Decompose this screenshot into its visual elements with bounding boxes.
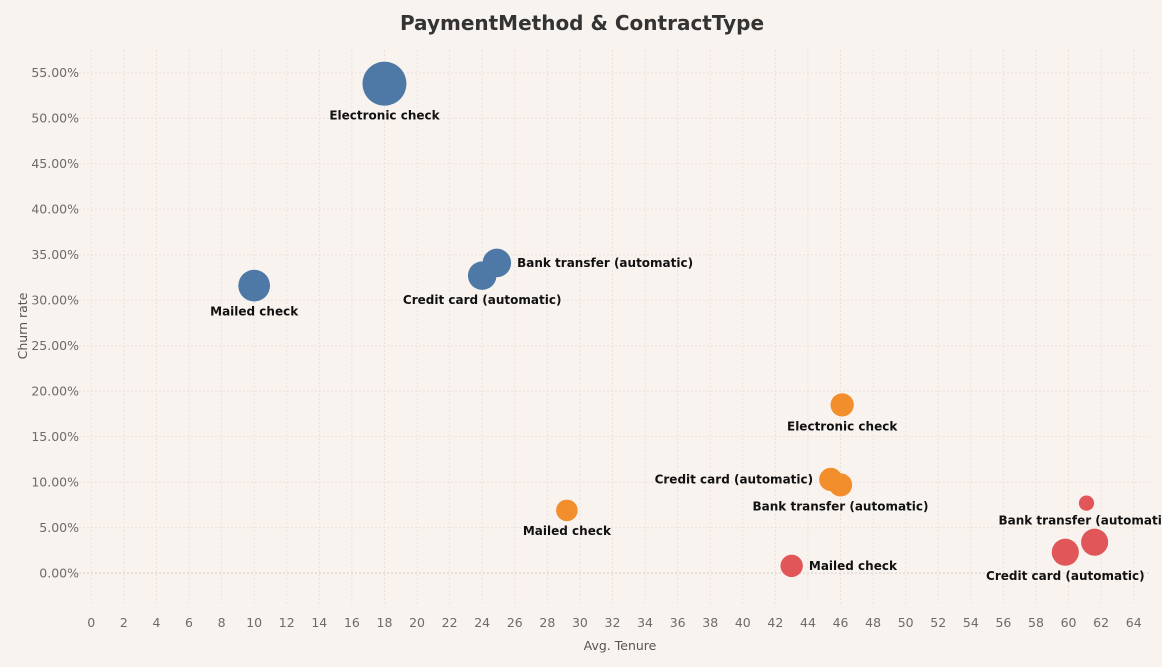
y-axis: 0.00% 5.00% 10.00% 15.00% 20.00% 25.00% 30.00%… (31, 65, 79, 580)
data-label: Mailed check (210, 305, 299, 319)
data-label: Electronic check (787, 419, 898, 433)
x-tick-label: 58 (1028, 615, 1044, 630)
x-tick-label: 6 (185, 615, 193, 630)
y-tick-label: 5.00% (39, 520, 79, 535)
y-tick-label: 55.00% (31, 65, 79, 80)
data-point[interactable] (1078, 495, 1095, 511)
y-tick-label: 0.00% (39, 566, 79, 581)
y-tick-label: 40.00% (31, 202, 79, 217)
x-tick-label: 28 (539, 615, 555, 630)
y-tick-label: 30.00% (31, 293, 79, 308)
x-tick-label: 14 (311, 615, 327, 630)
data-points (238, 61, 1109, 578)
data-label: Electronic check (329, 109, 440, 123)
x-tick-label: 44 (800, 615, 816, 630)
x-tick-label: 60 (1061, 615, 1077, 630)
data-labels: Electronic check Mailed check Bank transfe… (210, 109, 1162, 583)
data-point[interactable] (780, 554, 803, 578)
data-point[interactable] (828, 473, 853, 497)
x-tick-label: 16 (344, 615, 360, 630)
data-point[interactable] (1051, 538, 1079, 566)
y-tick-label: 10.00% (31, 475, 79, 490)
x-tick-label: 48 (865, 615, 881, 630)
y-tick-label: 25.00% (31, 338, 79, 353)
x-tick-label: 36 (670, 615, 686, 630)
data-point[interactable] (238, 269, 271, 302)
x-tick-label: 40 (735, 615, 751, 630)
x-tick-label: 10 (246, 615, 262, 630)
x-tick-label: 30 (572, 615, 588, 630)
data-point[interactable] (467, 261, 497, 290)
data-point[interactable] (1081, 528, 1109, 556)
x-tick-label: 56 (995, 615, 1011, 630)
x-tick-label: 26 (507, 615, 523, 630)
y-tick-label: 15.00% (31, 429, 79, 444)
x-tick-label: 64 (1126, 615, 1142, 630)
x-tick-label: 0 (87, 615, 95, 630)
x-tick-label: 24 (474, 615, 490, 630)
x-tick-label: 8 (218, 615, 226, 630)
x-tick-label: 18 (377, 615, 393, 630)
data-label: Mailed check (523, 524, 612, 538)
x-tick-label: 20 (409, 615, 425, 630)
x-axis: 0 2 4 6 8 10 12 14 16 18 20 22 24 26 28 30 32 34 36 38 40 42 4… (87, 615, 1141, 630)
data-label: Credit card (automatic) (986, 569, 1145, 583)
y-tick-label: 20.00% (31, 384, 79, 399)
x-tick-label: 42 (767, 615, 783, 630)
x-tick-label: 54 (963, 615, 979, 630)
x-tick-label: 34 (637, 615, 653, 630)
data-label: Credit card (automatic) (403, 293, 562, 307)
data-label: Mailed check (809, 559, 898, 573)
x-tick-label: 50 (898, 615, 914, 630)
data-label: Bank transfer (automatic) (753, 500, 929, 514)
x-tick-label: 62 (1093, 615, 1109, 630)
data-label: Bank transfer (automatic) (517, 256, 693, 270)
x-tick-label: 12 (279, 615, 295, 630)
y-tick-label: 45.00% (31, 156, 79, 171)
data-point[interactable] (556, 499, 578, 522)
x-tick-label: 38 (702, 615, 718, 630)
y-tick-label: 35.00% (31, 247, 79, 262)
x-tick-label: 22 (442, 615, 458, 630)
x-tick-label: 2 (120, 615, 128, 630)
data-point[interactable] (830, 393, 854, 417)
chart-title: PaymentMethod & ContractType (400, 11, 764, 35)
data-label: Bank transfer (automatic) (998, 514, 1162, 528)
y-tick-label: 50.00% (31, 111, 79, 126)
grid (75, 50, 1150, 605)
x-tick-label: 4 (152, 615, 160, 630)
data-point[interactable] (362, 61, 407, 106)
x-tick-label: 52 (930, 615, 946, 630)
x-tick-label: 46 (833, 615, 849, 630)
y-axis-title: Churn rate (15, 292, 30, 359)
x-tick-label: 32 (605, 615, 621, 630)
data-label: Credit card (automatic) (655, 472, 814, 486)
x-axis-title: Avg. Tenure (584, 638, 657, 653)
